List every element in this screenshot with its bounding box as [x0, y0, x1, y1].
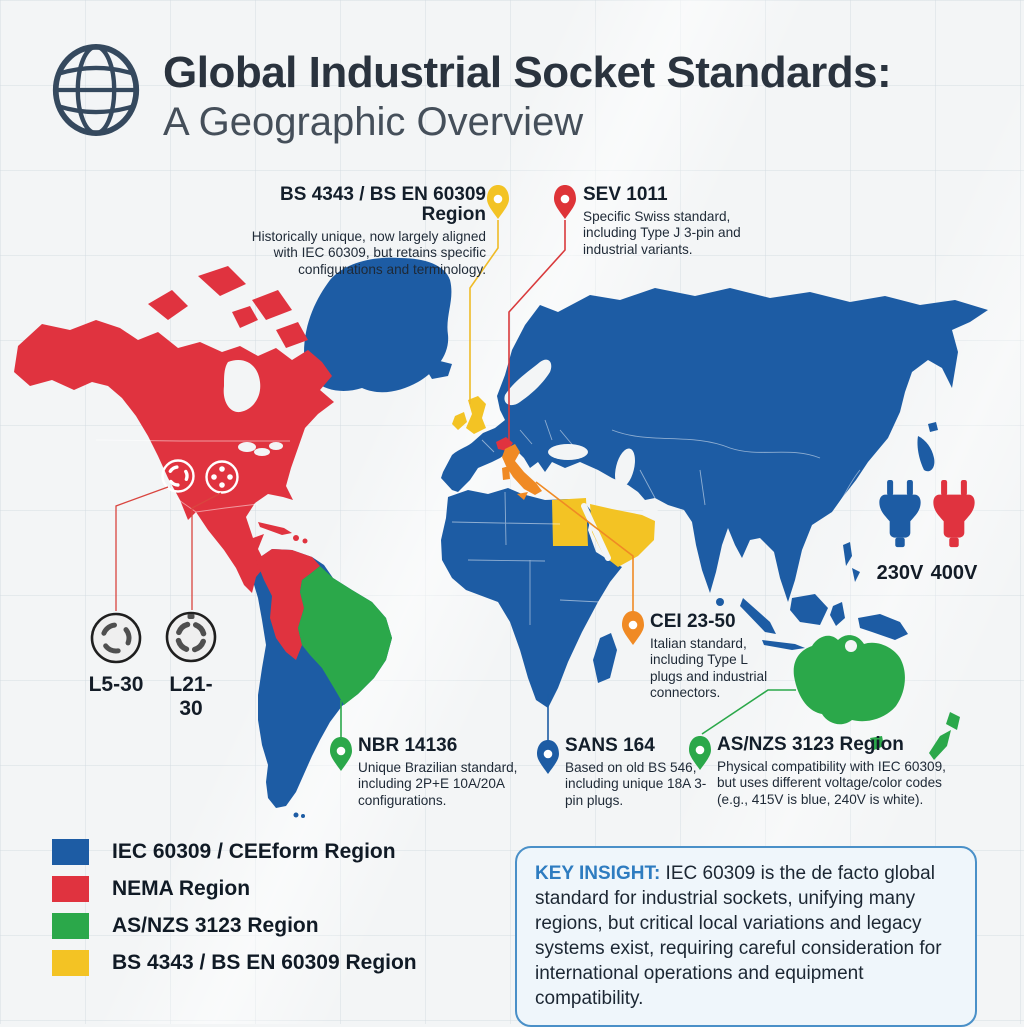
- legend-swatch-asnzs: [52, 913, 89, 939]
- pin-sans164: [537, 740, 559, 774]
- plug-230v: 230V: [874, 480, 926, 585]
- socket-l5-30-label: L5-30: [88, 673, 144, 696]
- callout-asnzs: AS/NZS 3123 Region Physical compatibilit…: [717, 735, 947, 808]
- callout-nbr14136: NBR 14136 Unique Brazilian standard, inc…: [358, 736, 528, 809]
- l21-30-socket-icon: [165, 611, 217, 663]
- pin-nbr14136: [330, 737, 352, 771]
- plug-400v-label: 400V: [930, 562, 978, 584]
- legend-label-iec: IEC 60309 / CEEform Region: [112, 840, 396, 863]
- plug-230v-label: 230V: [876, 562, 924, 584]
- legend-item-asnzs: AS/NZS 3123 Region: [52, 913, 472, 939]
- map-region-asnzs: [298, 566, 960, 760]
- globe-icon: [50, 42, 142, 143]
- legend-label-asnzs: AS/NZS 3123 Region: [112, 914, 319, 937]
- key-insight-body: IEC 60309 is the de facto global standar…: [535, 863, 942, 1010]
- pin-sev1011: [554, 185, 576, 219]
- callout-asnzs-title: AS/NZS 3123 Region: [717, 734, 904, 755]
- socket-l21-30-label: L21-30: [169, 673, 213, 720]
- callout-cei2350: CEI 23-50 Italian standard, including Ty…: [650, 612, 780, 701]
- callout-sans164-title: SANS 164: [565, 735, 655, 756]
- pin-bs4343: [487, 185, 509, 219]
- key-insight-box: KEY INSIGHT: IEC 60309 is the de facto g…: [515, 846, 977, 1027]
- callout-cei2350-body: Italian standard, including Type L plugs…: [650, 635, 768, 700]
- legend-swatch-iec: [52, 839, 89, 865]
- callout-nbr14136-title: NBR 14136: [358, 735, 458, 756]
- callout-sans164-body: Based on old BS 546, including unique 18…: [565, 759, 707, 808]
- key-insight-label: KEY INSIGHT:: [535, 863, 661, 884]
- l5-30-socket-icon: [90, 612, 142, 664]
- callout-nbr14136-body: Unique Brazilian standard, including 2P+…: [358, 759, 518, 808]
- legend-label-bs: BS 4343 / BS EN 60309 Region: [112, 951, 417, 974]
- pin-cei2350: [622, 611, 644, 645]
- connector-l5-30: [115, 486, 169, 611]
- callout-sev1011-title: SEV 1011: [583, 184, 668, 205]
- legend-swatch-bs: [52, 950, 89, 976]
- legend-swatch-nema: [52, 876, 89, 902]
- page-title: Global Industrial Socket Standards: A Ge…: [163, 48, 993, 145]
- callout-sev1011: SEV 1011 Specific Swiss standard, includ…: [583, 185, 783, 258]
- legend-item-nema: NEMA Region: [52, 876, 472, 902]
- callout-bs4343-title: BS 4343 / BS EN 60309 Region: [280, 184, 486, 225]
- callout-sans164: SANS 164 Based on old BS 546, including …: [565, 736, 715, 809]
- callout-sev1011-body: Specific Swiss standard, including Type …: [583, 208, 741, 257]
- callout-bs4343-body: Historically unique, now largely aligned…: [251, 228, 486, 277]
- title-line1: Global Industrial Socket Standards:: [163, 48, 892, 97]
- callout-cei2350-title: CEI 23-50: [650, 611, 736, 632]
- callout-asnzs-body: Physical compatibility with IEC 60309, b…: [717, 758, 946, 807]
- plug-230v-icon: [879, 480, 921, 548]
- socket-l21-30: L21-30: [162, 608, 220, 721]
- legend-item-iec: IEC 60309 / CEEform Region: [52, 839, 472, 865]
- legend-item-bs: BS 4343 / BS EN 60309 Region: [52, 950, 472, 976]
- plug-400v-icon: [933, 480, 975, 548]
- key-insight-text: KEY INSIGHT: IEC 60309 is the de facto g…: [535, 861, 957, 1011]
- legend-label-nema: NEMA Region: [112, 877, 251, 900]
- socket-l5-30: L5-30: [88, 610, 144, 697]
- callout-bs4343: BS 4343 / BS EN 60309 Region Historicall…: [248, 185, 486, 278]
- map-legend: IEC 60309 / CEEform Region NEMA Region A…: [52, 839, 472, 987]
- plug-400v: 400V: [928, 480, 980, 585]
- title-line2: A Geographic Overview: [163, 100, 584, 145]
